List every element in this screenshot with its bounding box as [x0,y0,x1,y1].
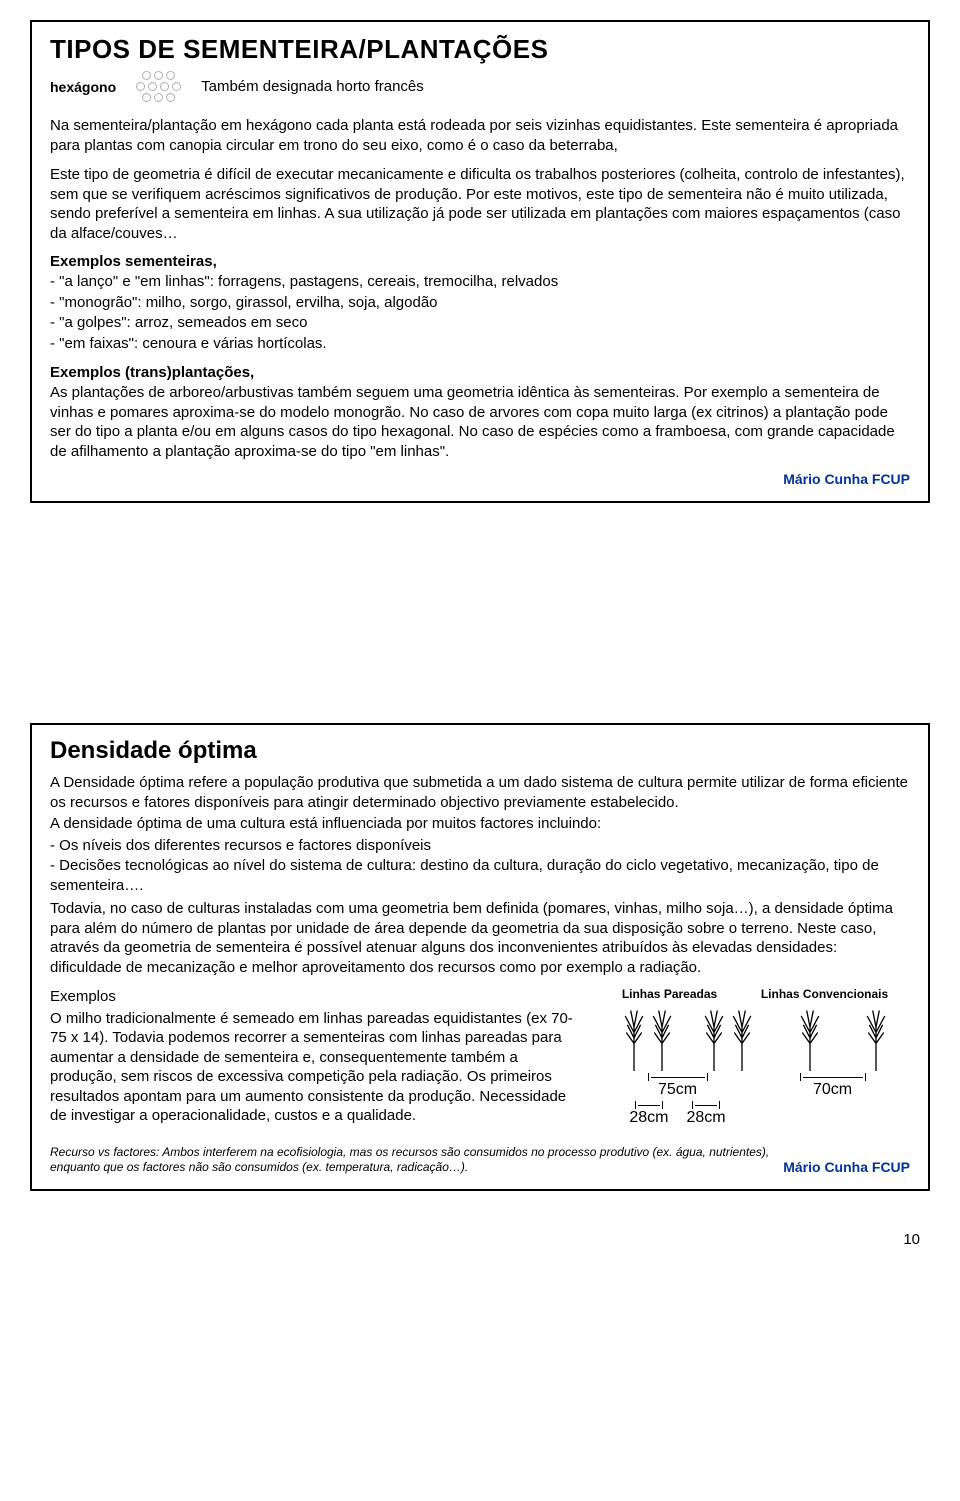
section-tipos-sementeira: TIPOS DE SEMENTEIRA/PLANTAÇÕES hexágono … [30,20,930,503]
densidade-para-1: A Densidade óptima refere a população pr… [50,773,910,812]
transplantacoes-paragraph: As plantações de arboreo/arbustivas tamb… [50,383,910,461]
corn-plant-icon [623,1005,645,1071]
footnote-recurso-factores: Recurso vs factores: Ambos interferem na… [50,1145,773,1175]
sementeira-item-4: - "em faixas": cenoura e várias hortícol… [50,334,910,354]
designation-text: Também designada horto francês [201,78,424,95]
factor-item-1: - Os níveis dos diferentes recursos e fa… [50,836,910,856]
subtitle-row: hexágono Também designada horto francês [50,71,910,102]
diagram-col1-label: Linhas Pareadas [622,987,717,1001]
hexagono-label: hexágono [50,79,116,95]
dim-75cm: 75cm [658,1081,697,1099]
paragraph-intro-2: Este tipo de geometria é difícil de exec… [50,165,910,243]
dim-28cm-b: 28cm [687,1109,726,1127]
dim-28cm-a: 28cm [629,1109,668,1127]
corn-plant-icon [799,1005,821,1071]
corn-rows-diagram: Linhas Pareadas Linhas Convencionais [600,987,910,1127]
signature-2: Mário Cunha FCUP [783,1159,910,1175]
corn-plant-icon [703,1005,725,1071]
diagram-col2-label: Linhas Convencionais [761,987,888,1001]
corn-plant-icon [731,1005,753,1071]
title-densidade: Densidade óptima [50,737,910,765]
dim-70cm: 70cm [813,1081,852,1099]
examples-row: Exemplos O milho tradicionalmente é seme… [50,987,910,1127]
corn-plant-icon [865,1005,887,1071]
densidade-para-2: A densidade óptima de uma cultura está i… [50,814,910,834]
sementeira-item-2: - "monogrão": milho, sorgo, girassol, er… [50,293,910,313]
examples-text-block: Exemplos O milho tradicionalmente é seme… [50,987,580,1126]
signature-1: Mário Cunha FCUP [50,471,910,487]
exemplos-paragraph: O milho tradicionalmente é semeado em li… [50,1010,573,1125]
densidade-para-3: Todavia, no caso de culturas instaladas … [50,899,910,977]
exemplos-transplantacoes-heading: Exemplos (trans)plantações, [50,364,910,381]
paragraph-intro-1: Na sementeira/plantação em hexágono cada… [50,116,910,155]
exemplos-sementeiras-heading: Exemplos sementeiras, [50,253,910,270]
factor-item-2: - Decisões tecnológicas ao nível do sist… [50,856,910,895]
sementeira-item-3: - "a golpes": arroz, semeados em seco [50,313,910,333]
hexagon-dots-icon [136,71,181,102]
section-densidade-optima: Densidade óptima A Densidade óptima refe… [30,723,930,1191]
page-number: 10 [30,1231,930,1248]
exemplos-heading: Exemplos [50,987,580,1007]
corn-plant-icon [651,1005,673,1071]
sementeira-item-1: - "a lanço" e "em linhas": forragens, pa… [50,272,910,292]
title-tipos: TIPOS DE SEMENTEIRA/PLANTAÇÕES [50,34,910,65]
